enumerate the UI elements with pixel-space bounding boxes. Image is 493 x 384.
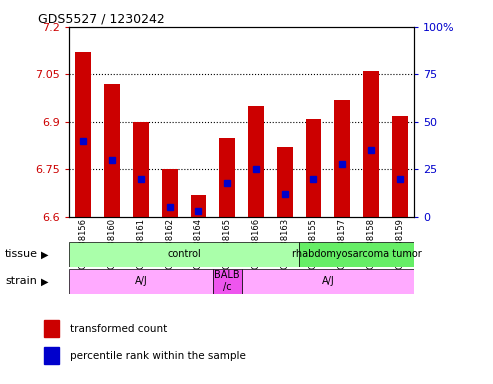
- Bar: [299, 242, 414, 267]
- Bar: [213, 269, 242, 294]
- Text: strain: strain: [5, 276, 37, 286]
- Bar: [162, 169, 177, 217]
- Bar: [44, 347, 59, 364]
- Text: transformed count: transformed count: [70, 324, 167, 334]
- Text: ▶: ▶: [40, 276, 48, 286]
- Text: rhabdomyosarcoma tumor: rhabdomyosarcoma tumor: [292, 249, 422, 260]
- Bar: [44, 320, 59, 338]
- Text: ▶: ▶: [40, 249, 48, 260]
- Bar: [392, 116, 408, 217]
- Bar: [306, 119, 321, 217]
- Bar: [248, 106, 264, 217]
- Bar: [219, 138, 235, 217]
- Bar: [334, 100, 350, 217]
- Bar: [190, 195, 207, 217]
- Bar: [75, 52, 91, 217]
- Bar: [69, 242, 299, 267]
- Bar: [104, 84, 120, 217]
- Text: A/J: A/J: [135, 276, 147, 286]
- Bar: [277, 147, 293, 217]
- Text: BALB
/c: BALB /c: [214, 270, 240, 292]
- Text: percentile rank within the sample: percentile rank within the sample: [70, 351, 246, 361]
- Text: A/J: A/J: [321, 276, 334, 286]
- Text: GDS5527 / 1230242: GDS5527 / 1230242: [38, 13, 165, 26]
- Bar: [69, 269, 213, 294]
- Bar: [363, 71, 379, 217]
- Bar: [133, 122, 149, 217]
- Text: tissue: tissue: [5, 249, 38, 260]
- Bar: [242, 269, 414, 294]
- Text: control: control: [167, 249, 201, 260]
